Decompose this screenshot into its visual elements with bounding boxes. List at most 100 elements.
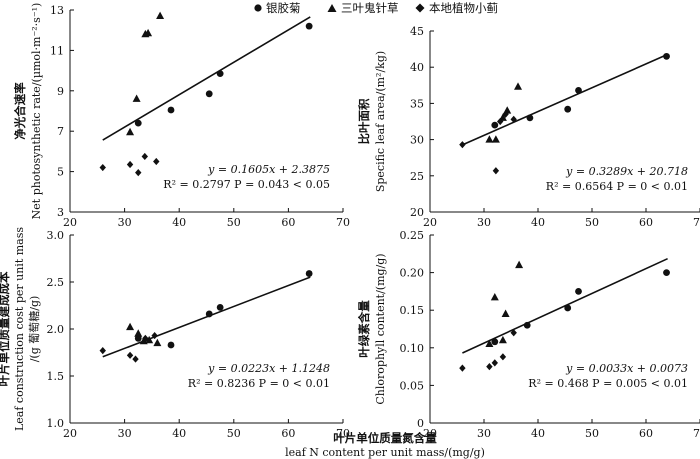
point-circle xyxy=(305,270,313,277)
point-diamond xyxy=(510,329,517,337)
y-tick-label: 5 xyxy=(57,166,64,179)
x-tick-label: 40 xyxy=(531,216,545,229)
point-triangle xyxy=(156,11,165,20)
regression-stats: R² = 0.2797 P = 0.043 < 0.05 xyxy=(163,178,330,191)
y-axis-label: Chlorophyll content/(mg/g) xyxy=(374,253,387,404)
y-tick-label: 7 xyxy=(57,125,64,138)
legend-diamond-marker xyxy=(415,3,425,13)
point-circle xyxy=(564,304,572,312)
x-tick-label: 30 xyxy=(477,427,491,440)
regression-stats: R² = 0.468 P = 0.005 < 0.01 xyxy=(528,377,688,390)
x-tick-label: 30 xyxy=(118,216,132,229)
y-axis-label: Leaf construction cost per unit mass xyxy=(13,227,26,431)
y-tick-label: 40 xyxy=(410,61,424,74)
y-axis-label: 比叶面积 xyxy=(357,98,371,144)
point-triangle xyxy=(485,339,494,348)
point-circle xyxy=(167,106,175,114)
point-triangle xyxy=(514,82,523,90)
panel-net-photosynthetic-rate: 20 30 40 50 60 70 3 5 7 9 11 13 净光合速率 Net photosynthe… xyxy=(13,3,350,229)
point-circle xyxy=(564,105,572,113)
point-triangle xyxy=(491,135,500,143)
y-tick-label: 0.10 xyxy=(400,342,425,355)
point-triangle xyxy=(485,135,494,143)
regression-equation: y = 0.1605x + 2.3875 xyxy=(207,163,330,176)
point-diamond xyxy=(142,334,149,342)
legend-label: 银胶菊 xyxy=(266,1,301,15)
point-diamond xyxy=(126,351,134,359)
legend-item-bendi: 本地植物小蓟 xyxy=(415,1,498,15)
y-tick-label: 0.05 xyxy=(400,379,425,392)
point-diamond xyxy=(502,110,509,118)
regression-line xyxy=(462,257,668,354)
regression-equation: y = 0.3289x + 20.718 xyxy=(565,165,688,178)
point-triangle xyxy=(498,335,507,344)
point-diamond xyxy=(491,359,498,367)
x-tick-label: 20 xyxy=(63,427,77,440)
point-diamond xyxy=(499,353,507,361)
legend-item-yinjiaoju: 银胶菊 xyxy=(254,1,301,15)
point-circle xyxy=(216,70,224,78)
x-tick-label: 30 xyxy=(118,427,132,440)
point-circle xyxy=(216,303,224,311)
x-tick-label: 60 xyxy=(639,427,653,440)
point-diamond xyxy=(497,117,504,126)
y-tick-label: 1.5 xyxy=(47,370,65,383)
y-tick-label: 20 xyxy=(410,206,424,219)
regression-stats: R² = 0.6564 P = 0 < 0.01 xyxy=(546,180,688,193)
point-circle xyxy=(663,269,670,276)
y-tick-label: 30 xyxy=(410,134,424,147)
y-tick-label: 9 xyxy=(57,85,64,98)
x-tick-label: 40 xyxy=(172,216,186,229)
y-tick-label: 11 xyxy=(50,44,64,57)
point-circle xyxy=(575,86,582,94)
legend-circle-marker xyxy=(254,4,262,12)
x-axis-label-en: leaf N content per unit mass/(mg/g) xyxy=(285,446,485,459)
point-diamond xyxy=(141,152,149,161)
point-circle xyxy=(305,22,313,30)
y-tick-label: 0.15 xyxy=(400,304,425,317)
point-diamond xyxy=(486,363,493,371)
point-diamond xyxy=(99,347,106,355)
point-circle xyxy=(205,90,213,98)
regression-equation: y = 0.0033x + 0.0073 xyxy=(565,362,688,375)
y-tick-label: 2.5 xyxy=(47,276,65,289)
point-circle xyxy=(205,310,213,318)
point-triangle xyxy=(490,293,499,301)
point-diamond xyxy=(459,141,466,149)
point-diamond xyxy=(153,157,160,166)
x-tick-label: 20 xyxy=(423,427,437,440)
point-circle xyxy=(663,52,670,60)
x-tick-label: 50 xyxy=(585,427,599,440)
point-diamond xyxy=(132,355,139,363)
x-tick-label: 50 xyxy=(227,427,241,440)
legend-label: 本地植物小蓟 xyxy=(429,1,498,15)
point-triangle xyxy=(145,335,154,344)
y-tick-label: 2.0 xyxy=(47,323,65,336)
point-diamond xyxy=(135,169,142,177)
point-diamond xyxy=(510,115,517,123)
regression-line xyxy=(102,16,311,141)
x-tick-label: 20 xyxy=(423,216,437,229)
regression-line xyxy=(462,53,668,146)
x-tick-label: 60 xyxy=(639,216,653,229)
point-circle xyxy=(134,119,142,127)
y-tick-label: 45 xyxy=(410,25,424,38)
legend-triangle-marker xyxy=(327,4,337,12)
panel-chlorophyll-content: 20 30 40 50 60 70 0 0.05 0.10 0.15 0.20 0.25 叶绿素含量Ch… xyxy=(357,229,700,440)
point-diamond xyxy=(99,163,106,172)
y-axis-label: /(g 葡萄糖/g) xyxy=(27,296,41,363)
x-tick-label: 60 xyxy=(281,216,295,229)
point-circle xyxy=(167,341,175,349)
y-tick-label: 3.0 xyxy=(47,229,65,242)
panel-leaf-construction-cost: 20 30 40 50 60 70 1.0 1.5 2.0 2.5 3.0 叶片单位质量建成成本 Lea… xyxy=(0,227,350,440)
x-tick-label: 70 xyxy=(336,427,350,440)
point-triangle xyxy=(153,338,162,347)
point-triangle xyxy=(144,28,153,37)
point-circle xyxy=(491,121,499,129)
x-tick-label: 60 xyxy=(281,427,295,440)
y-tick-label: 3 xyxy=(57,206,64,219)
x-tick-label: 30 xyxy=(477,216,491,229)
point-diamond xyxy=(459,364,466,372)
x-tick-label: 70 xyxy=(693,427,700,440)
